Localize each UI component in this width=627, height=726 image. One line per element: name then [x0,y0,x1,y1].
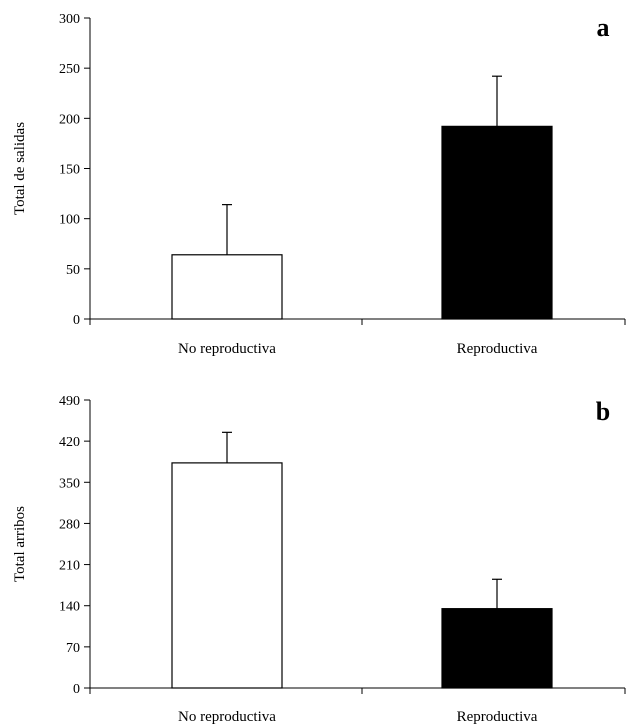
chart-panel-a: 0 50 100 150 200 250 300 No reproductiva Reprodu… [12,12,626,357]
y-tick-label: 0 [73,682,80,697]
y-tick-label: 100 [59,213,80,228]
y-axis-title: Total arribos [12,506,28,582]
y-tick-label: 300 [59,12,80,27]
category-label: Reproductiva [457,341,538,357]
y-tick-label: 350 [59,476,80,491]
y-tick-label: 150 [59,163,80,178]
bar [441,608,553,689]
y-tick-label: 0 [73,313,80,328]
y-tick-label: 200 [59,112,80,127]
y-tick-label: 250 [59,62,80,77]
bar [171,462,283,689]
category-label: No reproductiva [178,709,276,725]
y-axis-title: Total de salidas [12,122,28,215]
chart-panel-b: 0 70 140 210 280 350 420 490 No reproductiva Repr… [12,394,626,725]
y-tick-label: 50 [66,263,80,278]
panel-label: a [597,13,610,42]
bar [441,125,553,320]
category-label: No reproductiva [178,341,276,357]
bar [171,254,283,320]
y-tick-label: 210 [59,559,80,574]
category-label: Reproductiva [457,709,538,725]
panel-label: b [596,397,610,426]
y-tick-label: 420 [59,435,80,450]
y-tick-label: 280 [59,517,80,532]
y-tick-label: 70 [66,641,80,656]
y-tick-label: 140 [59,600,80,615]
y-tick-label: 490 [59,394,80,409]
